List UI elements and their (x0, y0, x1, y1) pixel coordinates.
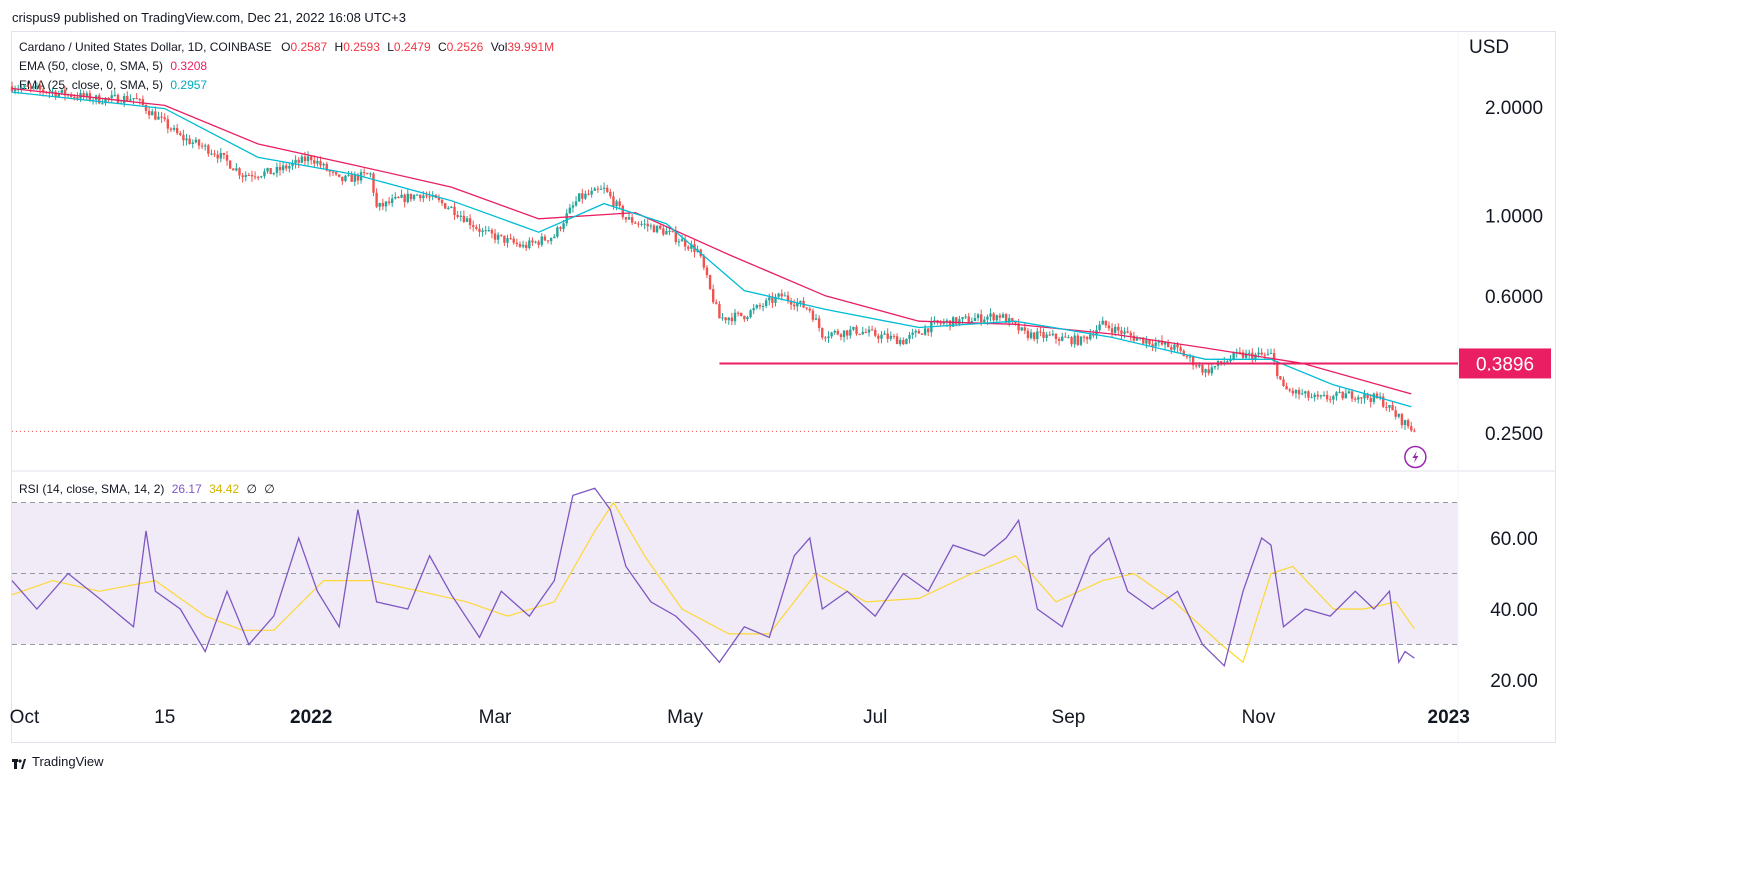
low-label: L (387, 40, 394, 54)
ema25-label: EMA (25, close, 0, SMA, 5) (19, 78, 164, 92)
rsi-legend[interactable]: RSI (14, close, SMA, 14, 2) 26.17 34.42 … (19, 480, 275, 499)
high-value: 0.2593 (343, 40, 380, 54)
tradingview-brand: TradingView (32, 754, 104, 769)
ema50-legend[interactable]: EMA (50, close, 0, SMA, 5) 0.3208 (19, 57, 207, 76)
close-value: 0.2526 (446, 40, 484, 54)
open-label: O (281, 40, 291, 54)
ema25-legend[interactable]: EMA (25, close, 0, SMA, 5) 0.2957 (19, 76, 207, 95)
rsi-ma-value: 34.42 (209, 482, 240, 496)
high-label: H (334, 40, 344, 54)
rsi-value: 26.17 (171, 482, 202, 496)
close-label: C (437, 40, 447, 54)
na-glyph-1: ∅ (246, 482, 257, 496)
ema25-value: 0.2957 (170, 78, 208, 92)
open-value: 0.2587 (290, 40, 328, 54)
tradingview-mark-icon (12, 757, 26, 769)
volume-value: 39.991M (507, 40, 555, 54)
symbol-legend: Cardano / United States Dollar, 1D, COIN… (19, 38, 554, 57)
publish-line: crispus9 published on TradingView.com, D… (12, 10, 406, 25)
low-value: 0.2479 (393, 40, 431, 54)
chart-frame (11, 31, 1556, 743)
currency-label[interactable]: USD (1469, 37, 1510, 58)
na-glyph-2: ∅ (264, 482, 275, 496)
ema50-label: EMA (50, close, 0, SMA, 5) (19, 59, 164, 73)
symbol-title[interactable]: Cardano / United States Dollar, 1D, COIN… (19, 40, 272, 54)
rsi-label: RSI (14, close, SMA, 14, 2) (19, 482, 165, 496)
volume-label: Vol (490, 40, 508, 54)
tradingview-logo[interactable]: TradingView (12, 754, 104, 769)
ema50-value: 0.3208 (170, 59, 208, 73)
